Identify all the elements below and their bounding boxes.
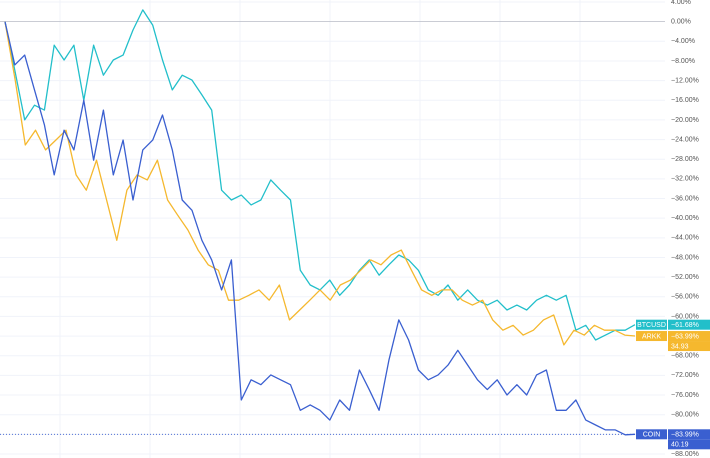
- value-badge: [668, 331, 710, 342]
- legend-tag: [636, 429, 667, 440]
- series-line: [4, 21, 636, 436]
- legend-label: BTCUSD: [637, 322, 666, 329]
- y-tick-label: −8.00%: [671, 58, 695, 65]
- y-tick-label: −76.00%: [671, 392, 699, 399]
- price-badge-label: 40.19: [671, 442, 689, 449]
- value-badge-label: −63.99%: [671, 333, 699, 340]
- legend-label: COIN: [643, 432, 661, 439]
- series-badge: COIN −83.99% 40.19: [0, 429, 710, 450]
- y-tick-label: −52.00%: [671, 274, 699, 281]
- price-badge-label: 34.93: [671, 343, 689, 350]
- y-tick-label: 4.00%: [671, 0, 691, 6]
- y-tick-label: −28.00%: [671, 156, 699, 163]
- legend-label: ARKK: [642, 333, 661, 340]
- series-line: [4, 21, 636, 346]
- legend-tag: [636, 331, 667, 342]
- y-tick-label: −24.00%: [671, 136, 699, 143]
- y-tick-label: 0.00%: [671, 18, 691, 25]
- y-tick-label: −12.00%: [671, 77, 699, 84]
- y-tick-label: −72.00%: [671, 372, 699, 379]
- series-badge: ARKK −63.99% 34.93: [636, 331, 710, 352]
- y-tick-label: −68.00%: [671, 353, 699, 360]
- value-badge-label: −61.68%: [671, 322, 699, 329]
- y-tick-label: −20.00%: [671, 117, 699, 124]
- y-tick-label: −16.00%: [671, 97, 699, 104]
- y-tick-label: −32.00%: [671, 176, 699, 183]
- legend-tag: [636, 319, 667, 330]
- y-tick-label: −4.00%: [671, 38, 695, 45]
- value-badge: [668, 319, 710, 330]
- y-tick-label: −88.00%: [671, 451, 699, 458]
- y-tick-label: −36.00%: [671, 195, 699, 202]
- y-tick-label: −56.00%: [671, 294, 699, 301]
- y-tick-label: −40.00%: [671, 215, 699, 222]
- value-badge-label: −83.99%: [671, 432, 699, 439]
- y-tick-label: −44.00%: [671, 235, 699, 242]
- vertical-grid: [59, 0, 581, 458]
- price-badge: [668, 439, 710, 450]
- value-badge: [668, 429, 710, 440]
- y-tick-label: −80.00%: [671, 412, 699, 419]
- y-tick-label: −60.00%: [671, 313, 699, 320]
- series-badge: BTCUSD −61.68%: [636, 319, 710, 330]
- price-badge: [668, 341, 710, 352]
- y-tick-label: −48.00%: [671, 254, 699, 261]
